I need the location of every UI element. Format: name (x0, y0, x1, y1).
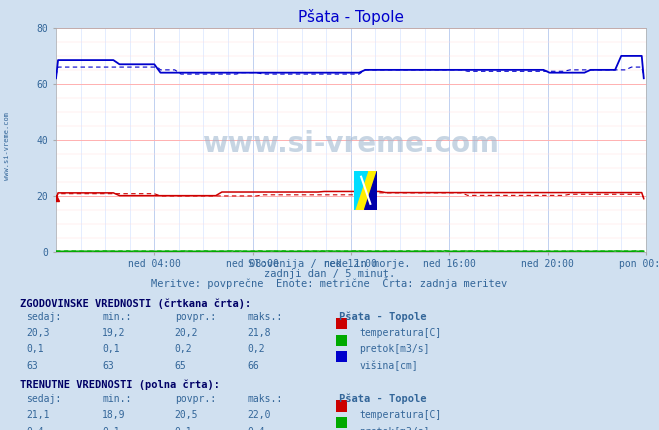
Text: sedaj:: sedaj: (26, 312, 61, 322)
Text: temperatura[C]: temperatura[C] (359, 410, 442, 420)
Text: Pšata - Topole: Pšata - Topole (339, 394, 427, 405)
Text: 0,1: 0,1 (102, 344, 120, 354)
Text: www.si-vreme.com: www.si-vreme.com (3, 112, 10, 180)
Text: povpr.:: povpr.: (175, 394, 215, 404)
Text: 0,1: 0,1 (102, 427, 120, 430)
Text: 0,4: 0,4 (26, 427, 44, 430)
Polygon shape (355, 171, 367, 210)
Text: www.si-vreme.com: www.si-vreme.com (202, 130, 500, 158)
Text: 66: 66 (247, 361, 259, 371)
Text: 0,2: 0,2 (247, 344, 265, 354)
Text: sedaj:: sedaj: (26, 394, 61, 404)
Text: povpr.:: povpr.: (175, 312, 215, 322)
Text: 0,2: 0,2 (175, 344, 192, 354)
Text: 0,1: 0,1 (26, 344, 44, 354)
Text: 0,1: 0,1 (175, 427, 192, 430)
Text: maks.:: maks.: (247, 312, 282, 322)
Text: pretok[m3/s]: pretok[m3/s] (359, 344, 430, 354)
Text: 20,3: 20,3 (26, 328, 50, 338)
Text: pretok[m3/s]: pretok[m3/s] (359, 427, 430, 430)
Text: 21,8: 21,8 (247, 328, 271, 338)
Text: 21,1: 21,1 (26, 410, 50, 420)
Text: ZGODOVINSKE VREDNOSTI (črtkana črta):: ZGODOVINSKE VREDNOSTI (črtkana črta): (20, 299, 251, 309)
Title: Pšata - Topole: Pšata - Topole (298, 9, 404, 25)
Text: TRENUTNE VREDNOSTI (polna črta):: TRENUTNE VREDNOSTI (polna črta): (20, 379, 219, 390)
Polygon shape (364, 171, 378, 210)
Text: Slovenija / reke in morje.: Slovenija / reke in morje. (248, 259, 411, 270)
Text: 18,9: 18,9 (102, 410, 126, 420)
Text: min.:: min.: (102, 394, 132, 404)
Text: 0,4: 0,4 (247, 427, 265, 430)
Text: maks.:: maks.: (247, 394, 282, 404)
Text: Pšata - Topole: Pšata - Topole (339, 312, 427, 322)
Text: zadnji dan / 5 minut.: zadnji dan / 5 minut. (264, 269, 395, 280)
Text: 22,0: 22,0 (247, 410, 271, 420)
Text: temperatura[C]: temperatura[C] (359, 328, 442, 338)
Text: 20,2: 20,2 (175, 328, 198, 338)
Text: 63: 63 (102, 361, 114, 371)
Text: 63: 63 (26, 361, 38, 371)
Text: 19,2: 19,2 (102, 328, 126, 338)
Text: višina[cm]: višina[cm] (359, 361, 418, 371)
Text: 65: 65 (175, 361, 186, 371)
Text: min.:: min.: (102, 312, 132, 322)
Text: 20,5: 20,5 (175, 410, 198, 420)
Text: Meritve: povprečne  Enote: metrične  Črta: zadnja meritev: Meritve: povprečne Enote: metrične Črta:… (152, 277, 507, 289)
